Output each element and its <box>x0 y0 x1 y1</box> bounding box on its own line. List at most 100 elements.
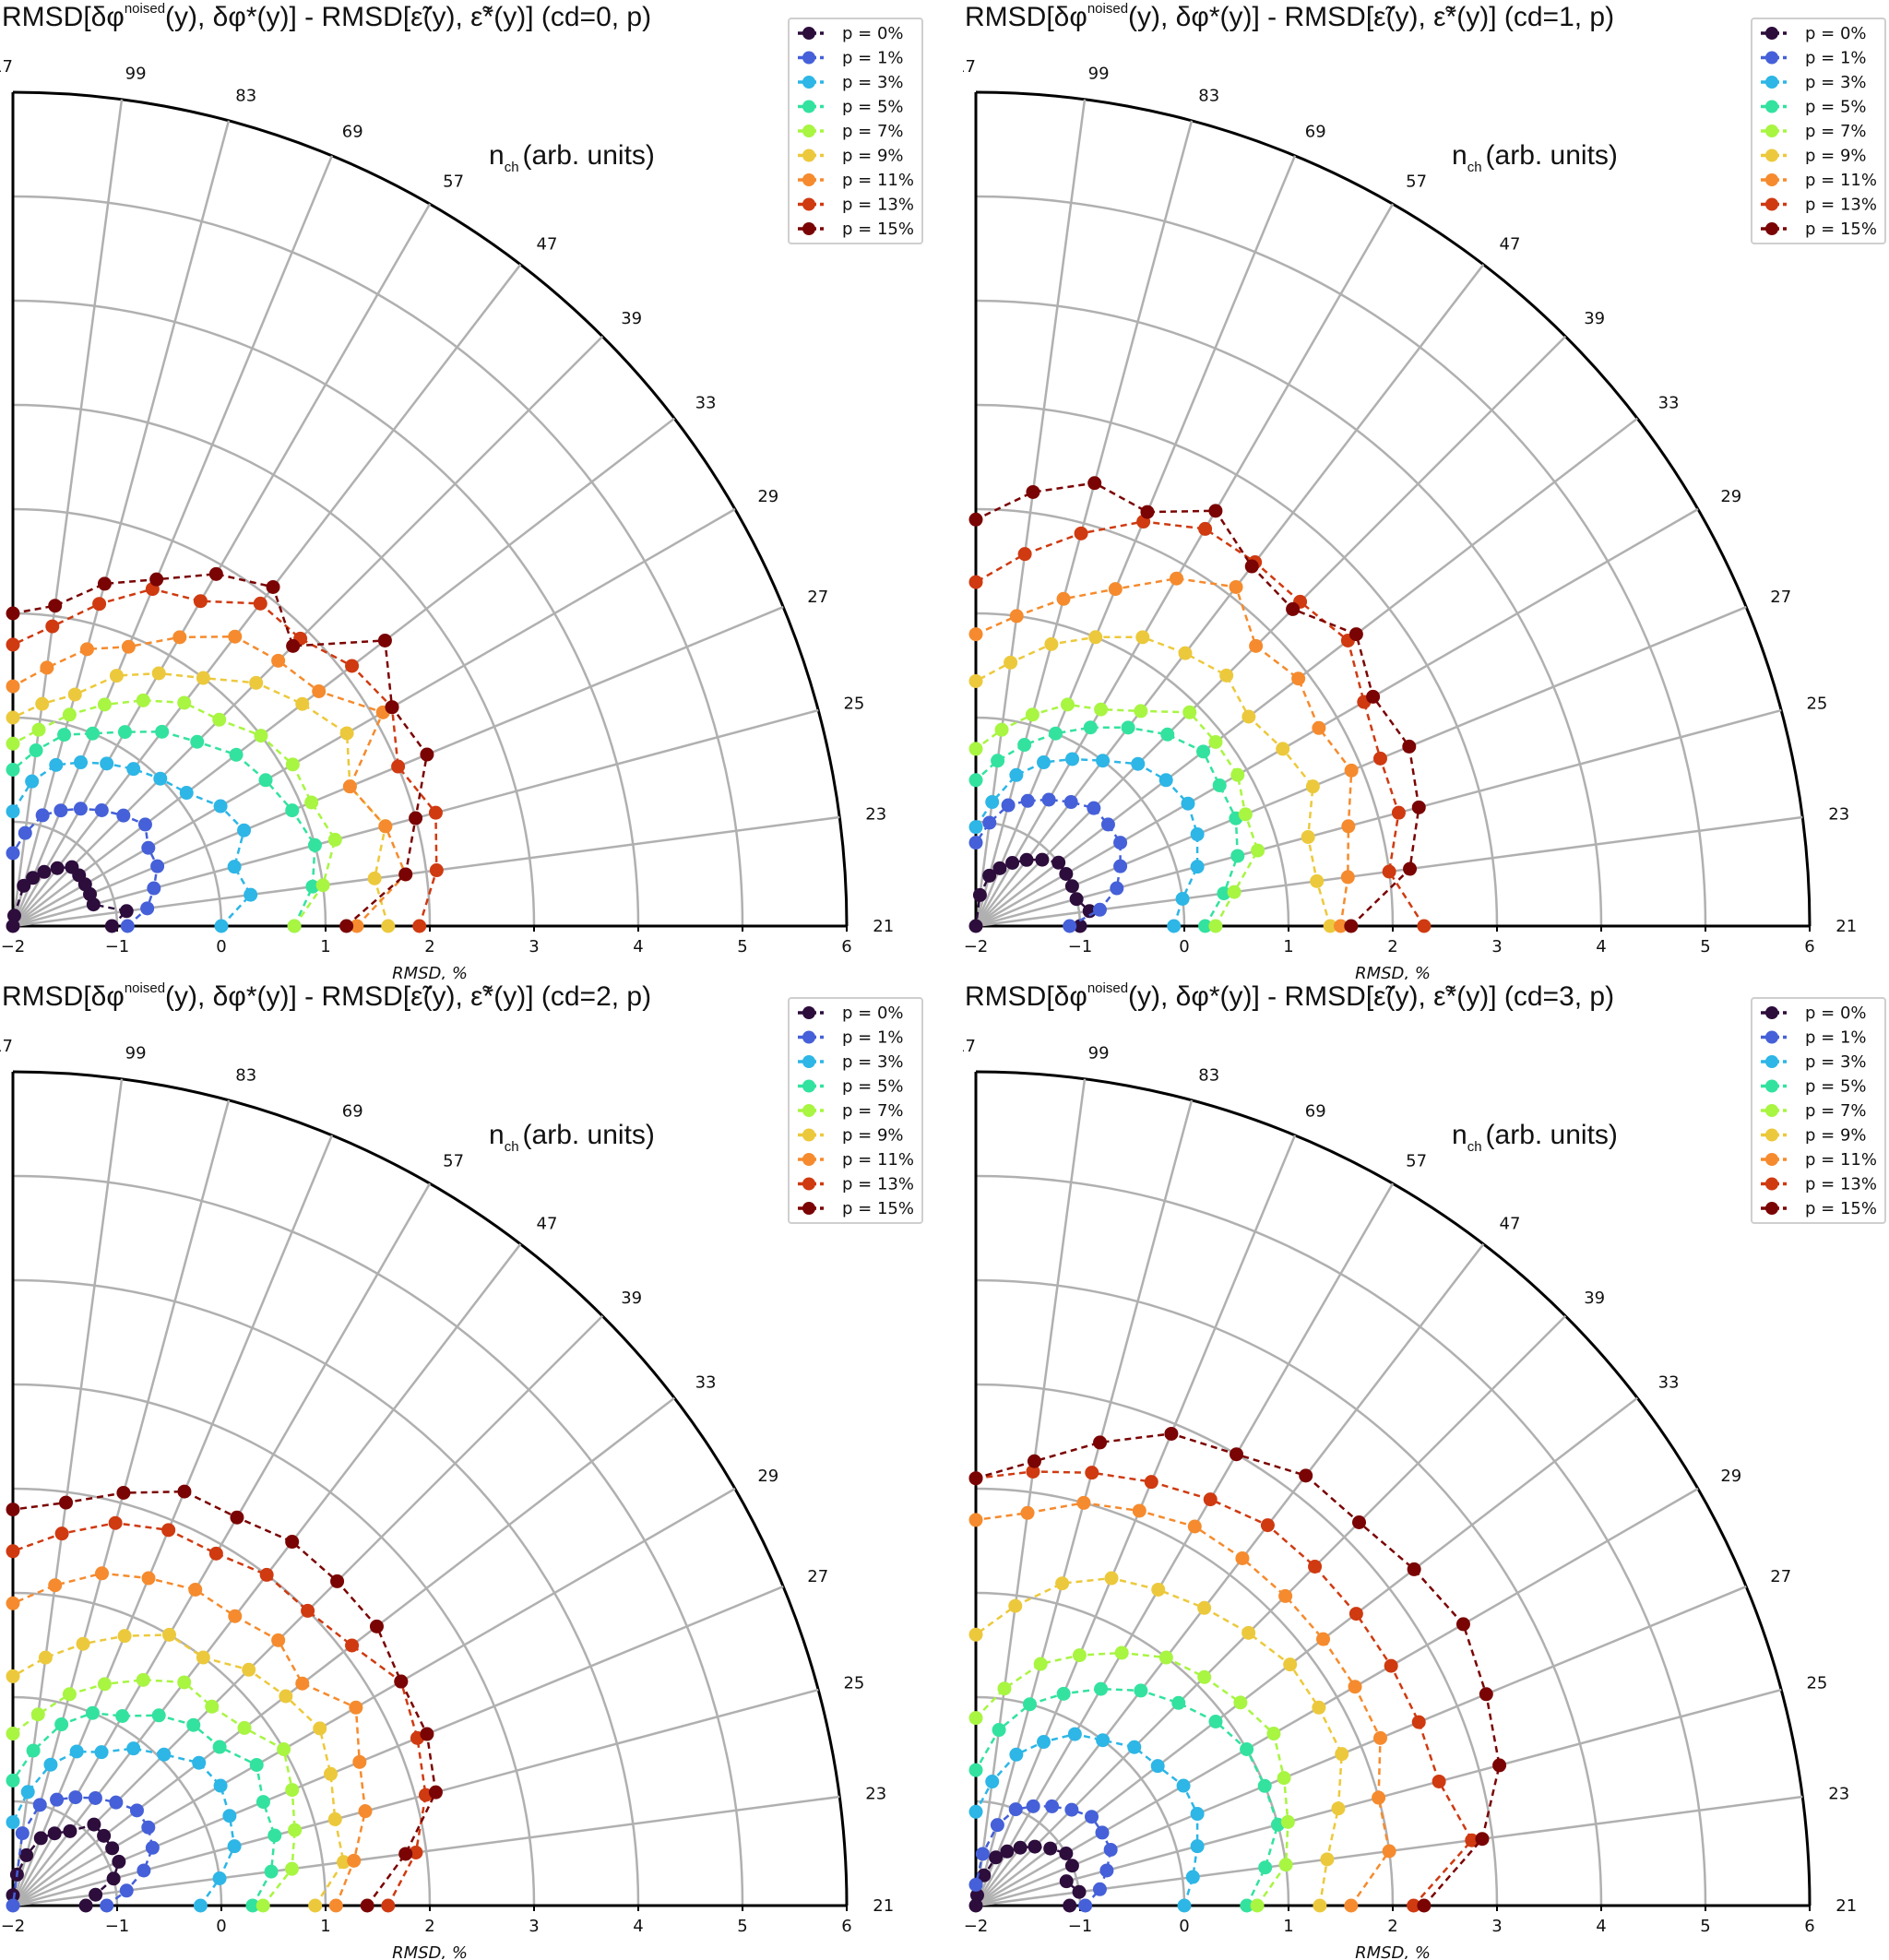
x-axis-label: RMSD, % <box>1355 1943 1431 1959</box>
data-point <box>26 871 41 885</box>
data-point <box>1033 1657 1048 1671</box>
data-point <box>35 696 50 711</box>
data-point <box>1096 1733 1111 1748</box>
data-point <box>1074 526 1088 540</box>
angular-gridline <box>974 1134 1297 1907</box>
series-line <box>975 636 1332 927</box>
data-point <box>18 826 32 840</box>
data-point <box>1249 638 1264 653</box>
data-point <box>420 747 434 762</box>
legend-marker <box>802 1055 815 1068</box>
data-point <box>360 1898 374 1913</box>
data-point <box>968 1898 983 1913</box>
radial-tick-label: 4 <box>633 937 643 956</box>
data-point <box>1167 919 1182 933</box>
radial-tick-label: −2 <box>1 937 26 956</box>
data-point <box>54 1526 69 1541</box>
radial-tick-label: −1 <box>1068 937 1093 956</box>
data-point <box>1151 1582 1166 1597</box>
data-point <box>358 1804 373 1819</box>
legend-marker <box>1765 1153 1778 1166</box>
angular-tick-label: 29 <box>757 1467 778 1486</box>
data-point <box>1432 1774 1446 1788</box>
angular-tick-label: 83 <box>1198 87 1219 106</box>
data-point <box>237 823 252 837</box>
radial-tick-label: −2 <box>1 1917 26 1936</box>
legend-entry: p = 0% <box>798 24 904 43</box>
legend-entry: p = 0% <box>798 1004 904 1023</box>
angular-tick-label: 83 <box>1198 1066 1219 1086</box>
angular-tick-label: 47 <box>537 234 558 254</box>
angular-gridline <box>11 1134 334 1907</box>
angular-tick-label: 27 <box>807 1567 828 1586</box>
chart-panel-cd-2: RMSD[δφnoised(y), δφ*(y)] - RMSD[ε̃(y), … <box>0 980 944 1959</box>
data-point <box>1035 852 1050 867</box>
data-point <box>1301 829 1315 844</box>
data-point <box>969 1888 984 1903</box>
data-point <box>1323 919 1337 933</box>
data-point <box>1190 827 1205 842</box>
legend-label: p = 15% <box>1805 220 1877 239</box>
data-point <box>137 817 152 832</box>
data-point <box>29 743 43 758</box>
data-point <box>313 1721 327 1736</box>
data-point <box>253 596 267 611</box>
legend-label: p = 7% <box>1805 1101 1867 1121</box>
legend-entry: p = 3% <box>1761 1052 1867 1072</box>
data-point <box>1064 1859 1079 1873</box>
legend-entry: p = 9% <box>798 147 904 166</box>
legend-marker <box>1765 1128 1778 1142</box>
data-point <box>267 1828 282 1843</box>
data-point <box>6 1898 20 1913</box>
angular-tick-label: 29 <box>1720 1467 1741 1486</box>
data-point <box>259 1567 274 1582</box>
data-point <box>177 1675 192 1690</box>
data-point <box>1312 1700 1326 1715</box>
angular-tick-label: 25 <box>843 1674 864 1693</box>
data-point <box>212 712 227 727</box>
legend-label: p = 3% <box>1805 1052 1867 1072</box>
data-point <box>1083 720 1098 735</box>
radial-tick-label: 2 <box>424 1917 434 1936</box>
legend-box <box>1751 997 1886 1224</box>
legend-entry: p = 7% <box>798 122 904 141</box>
legend-marker <box>802 1030 815 1044</box>
angular-gridline <box>975 1243 1485 1907</box>
data-point <box>968 1513 983 1527</box>
data-point <box>68 1790 83 1805</box>
data-point <box>985 1775 1000 1789</box>
data-point <box>279 1689 293 1704</box>
data-point <box>315 878 330 893</box>
data-point <box>345 659 360 673</box>
data-point <box>1291 671 1306 686</box>
data-point <box>40 660 54 675</box>
angular-gridline <box>12 264 522 927</box>
data-point <box>1008 1598 1023 1613</box>
data-point <box>19 1847 34 1862</box>
data-point <box>1178 646 1193 660</box>
legend-label: p = 3% <box>842 73 904 92</box>
data-point <box>6 919 20 933</box>
chart-title: RMSD[δφnoised(y), δφ*(y)] - RMSD[ε̃(y), … <box>965 1 1614 32</box>
data-point <box>975 1847 990 1861</box>
data-point <box>35 808 50 823</box>
data-point <box>1076 1495 1091 1510</box>
data-point <box>6 637 20 652</box>
data-point <box>62 1687 77 1702</box>
data-point <box>157 1747 172 1762</box>
angular-tick-label: 57 <box>1406 172 1427 192</box>
data-point <box>1190 1839 1205 1854</box>
data-point <box>428 805 443 820</box>
data-point <box>63 1823 77 1838</box>
data-point <box>1055 1576 1070 1591</box>
data-point <box>1208 735 1223 750</box>
legend-entry: p = 1% <box>798 1028 904 1048</box>
data-point <box>305 879 320 894</box>
legend-entry: p = 15% <box>1761 220 1877 239</box>
series-3pct <box>6 1741 242 1913</box>
data-point <box>1037 755 1051 770</box>
data-point <box>1087 476 1102 491</box>
data-point <box>48 1578 63 1593</box>
data-point <box>968 673 983 688</box>
